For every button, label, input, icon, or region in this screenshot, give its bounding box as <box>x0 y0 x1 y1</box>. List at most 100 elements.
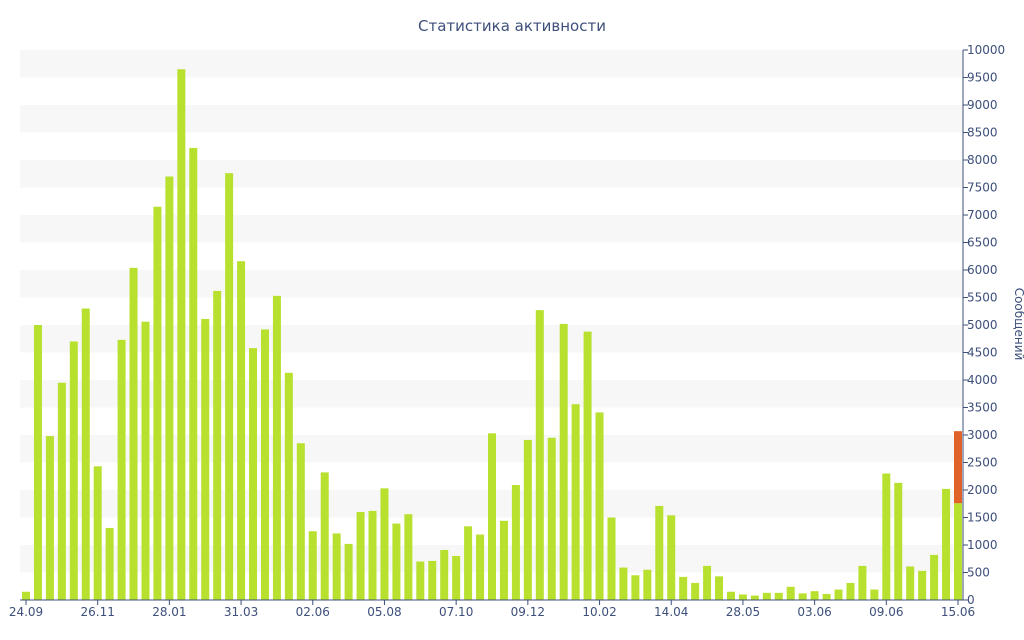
bar <box>81 308 90 600</box>
y-axis-title: Сообщений <box>1012 288 1024 361</box>
bar <box>320 472 329 600</box>
bar <box>237 261 246 600</box>
bar <box>93 466 102 600</box>
x-tick-label: 09.06 <box>869 605 903 619</box>
x-tick-label: 05.08 <box>367 605 401 619</box>
y-tick-label: 8000 <box>967 153 998 167</box>
background-bands <box>20 50 963 573</box>
bar <box>798 593 807 600</box>
x-tick-label: 14.04 <box>654 605 688 619</box>
bar <box>153 206 162 600</box>
bar <box>607 517 616 600</box>
bar <box>272 295 281 600</box>
bar <box>189 147 198 600</box>
x-tick-label: 02.06 <box>296 605 330 619</box>
bar <box>213 290 222 600</box>
bar <box>894 482 903 600</box>
bar-highlight <box>954 431 962 504</box>
grid-band <box>20 160 963 188</box>
grid-band <box>20 50 963 78</box>
bar <box>559 323 568 600</box>
bar <box>774 592 783 600</box>
bar <box>906 566 915 600</box>
bar <box>332 533 341 600</box>
y-tick-label: 3000 <box>967 428 998 442</box>
bar <box>535 310 544 600</box>
y-tick-label: 3500 <box>967 401 998 415</box>
bar <box>858 565 867 600</box>
bar <box>571 404 580 600</box>
bar <box>488 433 496 600</box>
bar <box>822 593 831 600</box>
y-tick-label: 7500 <box>967 181 998 195</box>
y-tick-label: 9500 <box>967 71 998 85</box>
bar <box>284 372 293 600</box>
x-tick-label: 07.10 <box>439 605 473 619</box>
bar <box>499 520 508 600</box>
bar <box>476 534 485 600</box>
bar <box>177 69 186 600</box>
y-tick-label: 5500 <box>967 291 998 305</box>
bar <box>703 565 712 600</box>
bar <box>547 437 556 600</box>
bar <box>846 582 855 600</box>
bar <box>918 570 927 600</box>
bar <box>882 473 891 600</box>
bar <box>225 173 234 600</box>
y-tick-label: 0 <box>967 593 975 607</box>
x-tick-label: 31.03 <box>224 605 258 619</box>
grid-band <box>20 325 963 353</box>
bar <box>786 586 795 600</box>
bar <box>619 567 628 600</box>
bar <box>762 592 771 600</box>
y-tick-label: 1000 <box>967 538 998 552</box>
bar <box>834 589 843 600</box>
y-tick-label: 2500 <box>967 456 998 470</box>
bars-group <box>22 69 962 600</box>
bar <box>631 575 640 600</box>
x-axis: 24.09 26.11 28.01 31.03 02.06 05.08 07.10 09.12… <box>9 599 975 619</box>
bar <box>260 329 269 600</box>
bar <box>392 523 401 600</box>
bar <box>69 341 78 600</box>
bar <box>428 560 437 600</box>
y-tick-label: 8500 <box>967 126 998 140</box>
bar <box>942 488 951 600</box>
y-tick-label: 9000 <box>967 98 998 112</box>
bar <box>416 561 425 600</box>
bar <box>738 594 747 600</box>
bar <box>679 576 688 600</box>
y-tick-label: 6000 <box>967 263 998 277</box>
y-tick-label: 4000 <box>967 373 998 387</box>
x-tick-label: 09.12 <box>511 605 545 619</box>
bar <box>249 348 258 600</box>
x-tick-label: 26.11 <box>81 605 115 619</box>
bar <box>452 556 461 600</box>
bar <box>810 591 819 600</box>
bar <box>930 554 939 600</box>
bar <box>33 325 42 600</box>
x-tick-label: 15.06 <box>941 605 975 619</box>
bar <box>356 512 365 600</box>
bar <box>45 436 54 600</box>
bar <box>726 591 735 600</box>
x-tick-label: 24.09 <box>9 605 43 619</box>
bar <box>129 267 138 600</box>
y-axis: 0 500 1000 1500 2000 2500 3000 3500 4000 4500 5000… <box>962 43 1005 607</box>
bar <box>667 515 676 600</box>
y-tick-label: 500 <box>967 566 990 580</box>
bar <box>117 339 126 600</box>
bar <box>440 549 449 600</box>
bar <box>201 318 210 600</box>
y-tick-label: 7000 <box>967 208 998 222</box>
bar <box>655 505 664 600</box>
bar <box>595 412 604 600</box>
bar <box>511 485 520 600</box>
grid-band <box>20 270 963 298</box>
bar <box>954 503 962 600</box>
bar <box>344 543 353 600</box>
bar <box>308 531 317 600</box>
bar <box>368 510 377 600</box>
bar <box>165 176 174 600</box>
